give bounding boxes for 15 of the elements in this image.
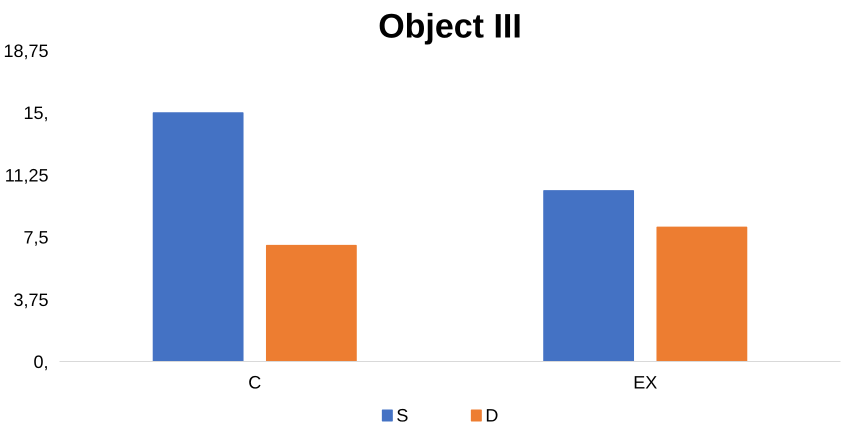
y-tick-label: 15,	[23, 103, 49, 124]
y-tick-label: 3,75	[13, 290, 49, 310]
y-tick-label: 18,75	[3, 41, 49, 61]
x-tick-label: EX	[633, 372, 658, 392]
bar	[543, 190, 634, 362]
legend-label: D	[485, 406, 498, 426]
y-tick-label: 0,	[33, 352, 49, 372]
chart-title: Object III	[378, 8, 522, 46]
legend-label: S	[396, 406, 408, 426]
y-tick-label: 7,5	[23, 228, 49, 248]
bar	[152, 112, 244, 362]
bar	[656, 226, 748, 362]
bar	[266, 244, 357, 362]
x-tick-label: C	[248, 372, 262, 392]
y-tick-label: 11,25	[4, 165, 49, 186]
